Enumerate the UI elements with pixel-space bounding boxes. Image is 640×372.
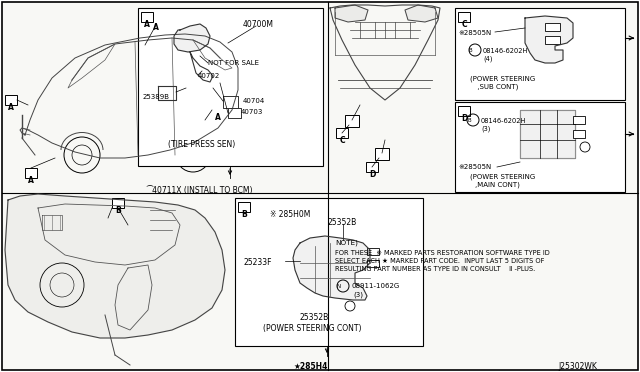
Text: 08146-6202H: 08146-6202H bbox=[483, 48, 529, 54]
Text: ,SUB CONT): ,SUB CONT) bbox=[475, 84, 518, 90]
Text: B: B bbox=[115, 206, 121, 215]
Bar bbox=[235, 198, 423, 346]
Polygon shape bbox=[174, 24, 210, 52]
Bar bbox=[238, 202, 250, 212]
Polygon shape bbox=[405, 5, 438, 22]
Bar bbox=[212, 105, 224, 115]
Text: A: A bbox=[153, 23, 159, 32]
Bar bbox=[138, 8, 323, 166]
Text: B: B bbox=[468, 48, 472, 53]
Text: FOR THESE  ※ MARKED PARTS RESTORATION SOFTWARE TYPE ID: FOR THESE ※ MARKED PARTS RESTORATION SOF… bbox=[335, 250, 550, 256]
Text: 25352B: 25352B bbox=[327, 218, 356, 227]
Text: (TIRE PRESS SEN): (TIRE PRESS SEN) bbox=[168, 140, 236, 149]
Text: ,MAIN CONT): ,MAIN CONT) bbox=[475, 182, 520, 189]
Text: ※28505N: ※28505N bbox=[458, 164, 492, 170]
Text: NOTE): NOTE) bbox=[335, 240, 358, 247]
Bar bbox=[5, 95, 17, 105]
Bar bbox=[367, 248, 379, 255]
Text: A: A bbox=[28, 176, 34, 185]
Text: B: B bbox=[241, 210, 247, 219]
Text: ⁀40711X (INSTALL TO BCM): ⁀40711X (INSTALL TO BCM) bbox=[146, 186, 253, 195]
Text: C: C bbox=[339, 136, 345, 145]
Text: C: C bbox=[461, 20, 467, 29]
Bar bbox=[375, 148, 389, 160]
Text: D: D bbox=[461, 114, 467, 123]
Bar bbox=[25, 168, 37, 178]
Text: (3): (3) bbox=[481, 126, 490, 132]
Text: SELECT EACH ★ MARKED PART CODE.  INPUT LAST 5 DIGITS OF: SELECT EACH ★ MARKED PART CODE. INPUT LA… bbox=[335, 258, 545, 264]
Text: (4): (4) bbox=[483, 56, 493, 62]
Bar bbox=[112, 198, 124, 208]
Text: 08911-1062G: 08911-1062G bbox=[351, 283, 399, 289]
Bar bbox=[455, 102, 625, 192]
Text: 25352B: 25352B bbox=[300, 313, 329, 322]
Text: A: A bbox=[215, 113, 221, 122]
Text: 25233F: 25233F bbox=[243, 258, 271, 267]
Bar bbox=[367, 260, 379, 267]
Text: ※28505N: ※28505N bbox=[458, 30, 492, 36]
Text: D: D bbox=[369, 170, 375, 179]
Text: ★285H4: ★285H4 bbox=[293, 362, 328, 371]
Polygon shape bbox=[525, 16, 573, 63]
Text: (3): (3) bbox=[353, 291, 363, 298]
Bar bbox=[455, 8, 625, 100]
Text: N: N bbox=[337, 284, 341, 289]
Text: A: A bbox=[144, 20, 150, 29]
Text: NOT FOR SALE: NOT FOR SALE bbox=[208, 60, 259, 66]
Bar bbox=[336, 128, 348, 138]
Text: A: A bbox=[8, 103, 14, 112]
Text: J25302WK: J25302WK bbox=[558, 362, 597, 371]
Polygon shape bbox=[335, 5, 368, 22]
Text: ★285H2: ★285H2 bbox=[639, 130, 640, 139]
Text: 40700M: 40700M bbox=[243, 20, 274, 29]
Bar bbox=[545, 23, 560, 31]
Text: B: B bbox=[467, 118, 471, 123]
Text: 08146-6202H: 08146-6202H bbox=[481, 118, 526, 124]
Bar bbox=[150, 15, 162, 25]
Text: (POWER STEERING: (POWER STEERING bbox=[470, 76, 535, 83]
Polygon shape bbox=[520, 110, 575, 158]
Bar bbox=[545, 36, 560, 44]
Text: 40702: 40702 bbox=[198, 73, 220, 79]
Bar bbox=[345, 115, 359, 127]
Text: (POWER STEERING CONT): (POWER STEERING CONT) bbox=[263, 324, 362, 333]
Text: 40704: 40704 bbox=[243, 98, 265, 104]
Bar bbox=[141, 12, 153, 22]
Text: ★285H3: ★285H3 bbox=[639, 34, 640, 43]
Bar bbox=[573, 116, 585, 124]
Polygon shape bbox=[293, 236, 370, 300]
Text: 25389B: 25389B bbox=[143, 94, 170, 100]
Text: RESULTING PART NUMBER AS TYPE ID IN CONSULT    Ⅱ -PLUS.: RESULTING PART NUMBER AS TYPE ID IN CONS… bbox=[335, 266, 535, 272]
Polygon shape bbox=[5, 194, 225, 338]
Text: 40703: 40703 bbox=[241, 109, 264, 115]
Bar bbox=[458, 12, 470, 22]
Bar bbox=[366, 162, 378, 172]
Text: (POWER STEERING: (POWER STEERING bbox=[470, 174, 535, 180]
Text: ※ 285H0M: ※ 285H0M bbox=[270, 210, 310, 219]
Bar bbox=[520, 110, 575, 158]
Bar bbox=[458, 106, 470, 116]
Bar bbox=[573, 130, 585, 138]
